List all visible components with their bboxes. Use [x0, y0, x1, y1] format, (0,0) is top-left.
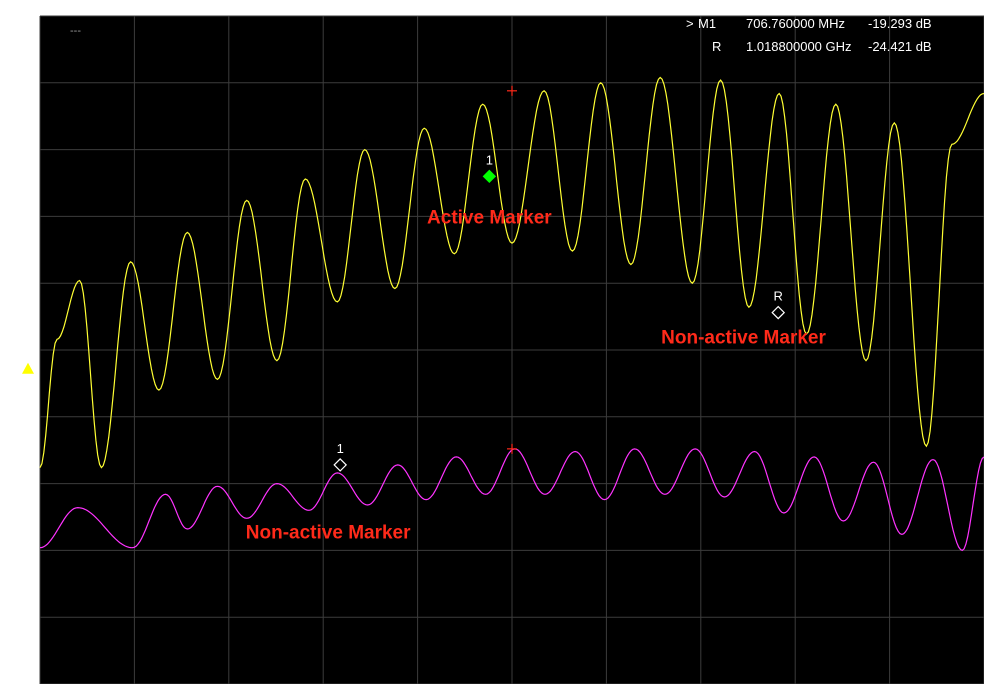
marker-readouts: > M1 706.760000 MHz -19.293 dB R 1.01880…: [686, 16, 932, 54]
y-tick-label: -13.3: [2, 11, 27, 23]
trace-line-1: [39, 76, 984, 469]
marker-label: 1: [337, 441, 344, 456]
readout-name: M1: [698, 16, 716, 31]
marker-diamond-icon[interactable]: [333, 458, 348, 472]
readout-name: R: [712, 39, 721, 54]
annotation-label: Non-active Marker: [661, 328, 826, 349]
y-axis-ticks: -13.3 -15.8 -18.3 -20.8 -23.3 -25.8 -28.3 -30.8…: [2, 11, 27, 684]
marker-label: 1: [486, 152, 493, 167]
y-tick-label: -18.3: [2, 145, 27, 157]
y-tick-label: -30.8: [2, 479, 27, 491]
y-tick-label: -28.3: [2, 412, 27, 424]
y-tick-label: -20.8: [2, 211, 27, 223]
peak-cross-icon: [507, 85, 517, 96]
readout-value: -24.421 dB: [868, 39, 932, 54]
y-tick-label: -35.8: [2, 612, 27, 624]
markers: 1 R 1: [333, 85, 786, 472]
y-tick-label: -38.3: [2, 679, 27, 684]
readout-value: -19.293 dB: [868, 16, 932, 31]
top-left-label: ---: [70, 25, 81, 37]
y-tick-label: -23.3: [2, 278, 27, 290]
active-marker-diamond-icon[interactable]: [482, 169, 497, 184]
y-tick-label: -15.8: [2, 78, 27, 90]
marker-diamond-icon[interactable]: [771, 305, 786, 320]
grid: [39, 15, 984, 684]
reference-level-arrow-icon: [22, 362, 34, 374]
readout-frequency: 706.760000 MHz: [746, 16, 845, 31]
y-tick-label: -25.8: [2, 345, 27, 357]
readout-frequency: 1.018800000 GHz: [746, 39, 852, 54]
annotations: Active Marker Non-active Marker Non-active…: [246, 207, 827, 543]
annotation-label: Active Marker: [427, 207, 552, 228]
y-tick-label: -33.3: [2, 545, 27, 557]
annotation-label: Non-active Marker: [246, 523, 411, 544]
marker-label: R: [774, 289, 783, 304]
readout-prefix: >: [686, 16, 694, 31]
peak-cross-icon: [507, 443, 517, 454]
